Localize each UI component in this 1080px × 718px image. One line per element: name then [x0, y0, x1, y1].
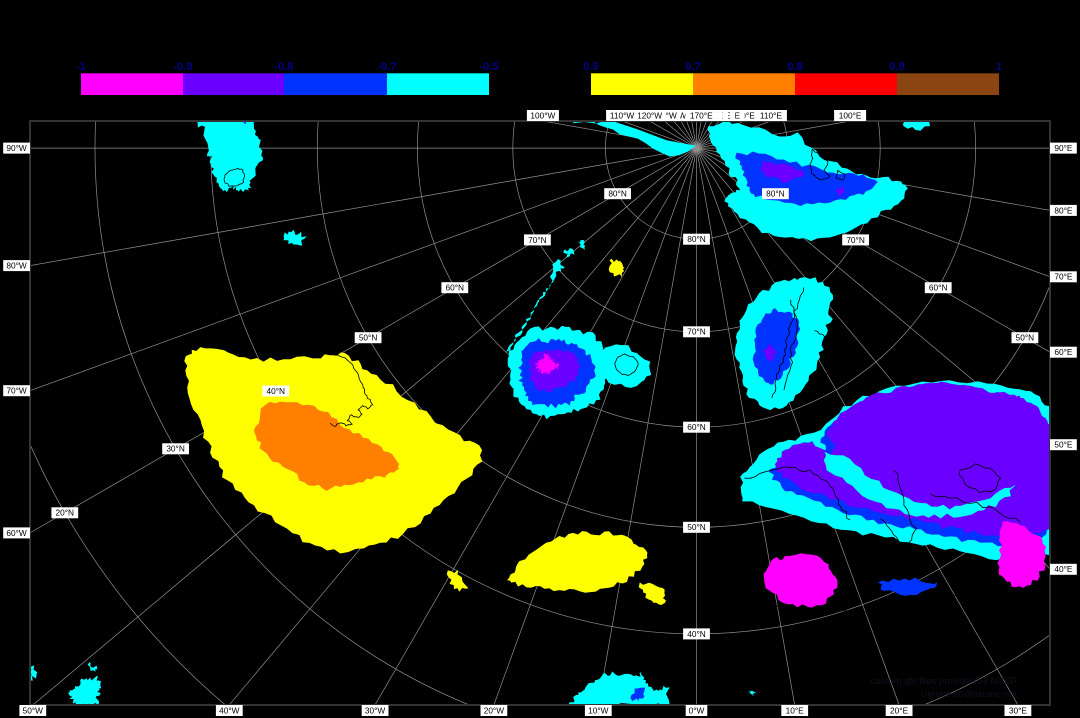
svg-text:50°W: 50°W	[23, 705, 44, 715]
svg-text:custom gfs files provided by N: custom gfs files provided by NCEP	[871, 676, 1017, 687]
svg-text:80°W: 80°W	[6, 261, 27, 271]
svg-text:170°E: 170°E	[690, 110, 713, 120]
svg-text:50°N: 50°N	[687, 522, 706, 532]
svg-text:0.7: 0.7	[685, 61, 700, 73]
svg-text:40°N: 40°N	[687, 629, 706, 639]
svg-text:0°W: 0°W	[689, 705, 705, 715]
svg-text:100°E: 100°E	[839, 110, 862, 120]
svg-text:60°E: 60°E	[1054, 347, 1073, 357]
svg-text:80°N: 80°N	[608, 189, 627, 199]
svg-text:-0.8: -0.8	[275, 61, 294, 73]
svg-text:-1: -1	[76, 61, 86, 73]
svg-text:70°N: 70°N	[687, 327, 706, 337]
svg-text:70°N: 70°N	[846, 235, 865, 245]
svg-text:50°E: 50°E	[1054, 440, 1073, 450]
svg-text:60°N: 60°N	[446, 283, 465, 293]
svg-text:90°W: 90°W	[6, 143, 27, 153]
svg-text:70°W: 70°W	[6, 386, 27, 396]
svg-text:climate sb@irizone.net: climate sb@irizone.net	[921, 689, 1018, 700]
svg-text:100°W: 100°W	[530, 110, 555, 120]
svg-text:120°W: 120°W	[637, 110, 662, 120]
svg-text:20°W: 20°W	[484, 705, 505, 715]
svg-text:40°N: 40°N	[267, 386, 286, 396]
svg-text:30°W: 30°W	[365, 705, 386, 715]
svg-text:20°N: 20°N	[56, 508, 75, 518]
svg-text:40°W: 40°W	[219, 705, 240, 715]
svg-text:-0.5: -0.5	[480, 61, 499, 73]
svg-text:60°W: 60°W	[6, 528, 27, 538]
svg-text:1: 1	[996, 61, 1002, 73]
svg-text:30°E: 30°E	[1009, 705, 1028, 715]
svg-text:0.9: 0.9	[889, 61, 904, 73]
svg-text:50°N: 50°N	[359, 333, 378, 343]
svg-text:110°W: 110°W	[610, 110, 635, 120]
svg-text:60°N: 60°N	[687, 422, 706, 432]
svg-text:20°E: 20°E	[890, 705, 909, 715]
svg-text:80°N: 80°N	[687, 234, 706, 244]
svg-text:30°N: 30°N	[166, 444, 185, 454]
svg-text:0.8: 0.8	[787, 61, 802, 73]
svg-text:70°N: 70°N	[528, 235, 547, 245]
svg-text:50°N: 50°N	[1016, 333, 1035, 343]
svg-text:80°E: 80°E	[1054, 205, 1073, 215]
svg-text:110°E: 110°E	[760, 110, 783, 120]
svg-text:0.5: 0.5	[583, 61, 598, 73]
svg-text:40°E: 40°E	[1054, 564, 1073, 574]
svg-text:90°E: 90°E	[1054, 143, 1073, 153]
svg-text:70°E: 70°E	[1054, 272, 1073, 282]
svg-text:60°N: 60°N	[929, 283, 948, 293]
svg-text:10°W: 10°W	[588, 705, 609, 715]
svg-text:80°N: 80°N	[766, 189, 785, 199]
svg-text:-0.9: -0.9	[174, 61, 193, 73]
svg-text:10°E: 10°E	[786, 705, 805, 715]
svg-text:-0.7: -0.7	[378, 61, 397, 73]
